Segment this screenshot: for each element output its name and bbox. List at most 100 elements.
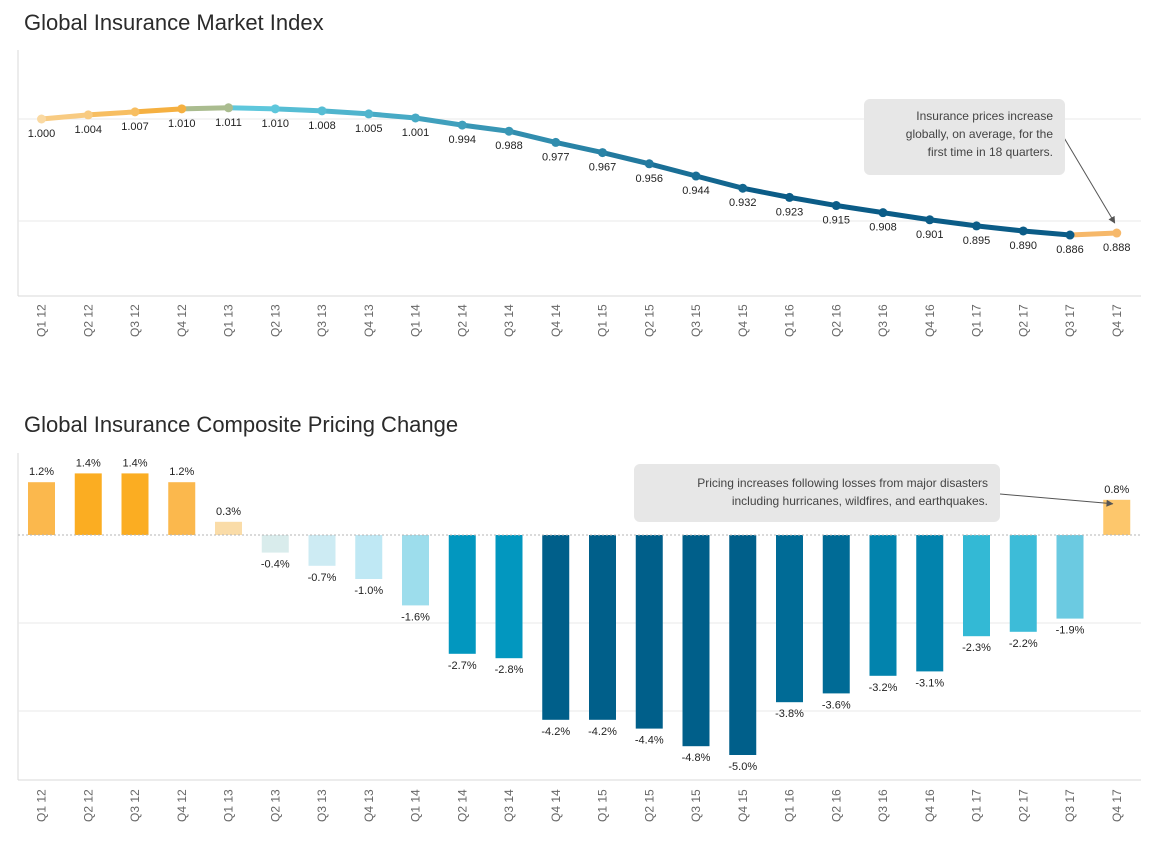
pricing-data-label: -2.7% [448,660,477,672]
pricing-bar [448,535,476,654]
pricing-x-tick-label: Q4 17 [1110,789,1124,822]
index-x-tick-label: Q4 14 [549,304,563,337]
index-point [364,109,374,119]
index-line-segment [880,210,933,223]
pricing-bar [822,535,850,694]
index-line-segment [693,173,746,191]
pricing-x-tick-label: Q3 14 [502,789,516,822]
pricing-data-label: 0.3% [216,506,241,518]
pricing-x-tick-label: Q4 12 [175,789,189,822]
index-line-segment [132,106,185,115]
pricing-bar [1103,499,1131,535]
index-line-segment [272,106,325,114]
index-data-label: 0.915 [822,215,850,227]
pricing-bar [168,482,196,535]
index-x-tick-label: Q2 14 [455,304,469,337]
index-point [785,192,794,202]
index-point [644,159,654,169]
index-data-label: 1.010 [261,118,289,130]
pricing-data-label: -2.2% [1009,638,1038,650]
index-x-tick-label: Q4 13 [362,304,376,337]
annotation-arrow [999,493,1114,507]
pricing-annotation: Pricing increases following losses from … [634,464,1000,522]
pricing-x-tick-label: Q4 14 [549,789,563,822]
index-data-label: 0.944 [682,185,710,197]
index-line-segment [413,115,465,128]
index-point [317,106,327,116]
pricing-bar [121,473,149,535]
index-data-label: 0.923 [776,206,804,218]
index-x-tick-label: Q1 17 [970,304,984,337]
index-line-segment [39,112,91,122]
index-point [1018,226,1028,236]
pricing-data-label: 0.8% [1104,484,1129,496]
pricing-x-tick-label: Q3 17 [1063,789,1077,822]
index-chart-title: Global Insurance Market Index [24,10,324,35]
index-x-tick-label: Q4 16 [923,304,937,337]
index-point [831,201,841,211]
index-data-label: 0.994 [448,134,476,146]
pricing-annotation-line: including hurricanes, wildfires, and ear… [731,494,988,508]
pricing-data-label: -4.8% [682,752,711,764]
index-point [925,215,935,225]
pricing-bar [916,535,944,672]
index-data-label: 0.956 [635,173,663,185]
pricing-bar [729,535,757,755]
pricing-data-label: -1.9% [1056,625,1085,637]
pricing-bar [74,473,102,535]
pricing-x-tick-label: Q4 16 [923,789,937,822]
index-data-label: 1.001 [402,127,430,139]
index-x-tick-label: Q3 12 [128,304,142,337]
index-x-tick-label: Q1 13 [222,304,236,337]
index-data-label: 0.890 [1009,240,1037,252]
pricing-bar [28,482,55,535]
index-line-chart: 1.000 1.004 1.007 1.010 1.011 1.010 1.008 1.005… [17,50,1141,337]
pricing-data-label: -0.7% [308,572,337,584]
index-point [1112,228,1122,238]
pricing-x-tick-label: Q4 15 [736,789,750,822]
index-data-label: 0.886 [1056,244,1084,256]
index-point [1065,230,1075,240]
pricing-data-label: -4.2% [541,726,570,738]
index-point [972,221,981,231]
index-x-tick-label: Q1 14 [409,304,423,337]
index-annotation-line: globally, on average, for the [905,127,1053,141]
index-data-label: 1.000 [28,128,56,140]
index-line-segment [1020,228,1073,238]
pricing-x-tick-label: Q3 16 [876,789,890,822]
index-point [738,183,748,193]
pricing-data-label: -1.0% [354,585,383,597]
index-line-segment [226,105,278,112]
index-data-label: 0.932 [729,197,757,209]
index-data-label: 1.004 [74,124,102,136]
index-x-tick-label: Q2 16 [829,304,843,337]
index-point [457,120,467,130]
index-point [130,107,140,117]
index-annotation-line: Insurance prices increase [916,109,1053,123]
pricing-data-label: -2.3% [962,642,991,654]
index-x-tick-label: Q1 12 [35,304,49,337]
pricing-x-tick-label: Q3 15 [689,789,703,822]
index-x-tick-label: Q2 17 [1016,304,1030,337]
index-point [224,103,233,113]
index-x-tick-label: Q3 14 [502,304,516,337]
pricing-data-label: -4.4% [635,735,664,747]
pricing-x-tick-label: Q4 13 [362,789,376,822]
index-data-label: 1.007 [121,121,149,133]
pricing-bar [963,535,990,637]
pricing-data-label: -3.6% [822,699,851,711]
pricing-bar [869,535,897,676]
pricing-bar [215,521,242,535]
pricing-data-label: 1.2% [29,466,54,478]
index-line-segment [506,128,559,145]
pricing-annotation-line: Pricing increases following losses from … [697,476,988,490]
index-point [37,114,46,124]
pricing-x-tick-label: Q1 17 [970,789,984,822]
index-line-segment [600,150,652,167]
pricing-bar [682,535,710,747]
pricing-data-label: -3.1% [915,677,944,689]
index-data-label: 0.908 [869,222,897,234]
index-x-tick-label: Q4 17 [1110,304,1124,337]
pricing-bar [308,535,336,566]
